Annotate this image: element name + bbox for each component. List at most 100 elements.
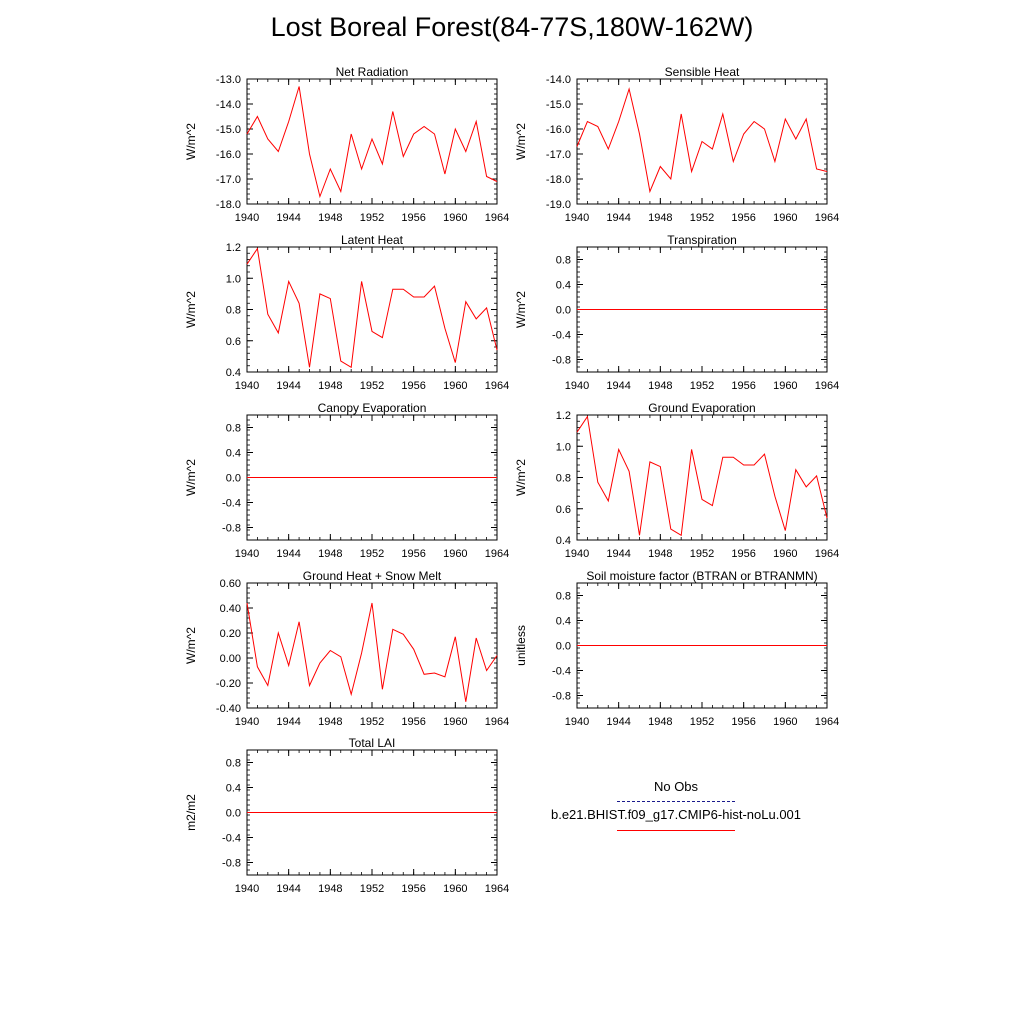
x-tick-label: 1960: [773, 380, 797, 392]
y-tick-label: 0.60: [220, 578, 241, 590]
x-tick-label: 1956: [731, 716, 755, 728]
panel-3: Transpiration 1940 1944 1948 1952 1956 1960 196…: [514, 233, 839, 392]
x-tick-label: 1940: [565, 716, 589, 728]
x-tick-label: 1948: [648, 380, 672, 392]
x-tick-label: 1948: [648, 716, 672, 728]
y-tick-label: -0.8: [222, 858, 241, 870]
panel-title: Net Radiation: [336, 65, 409, 79]
y-tick-label: -14.0: [216, 99, 241, 111]
x-tick-label: 1960: [443, 548, 467, 560]
x-tick-label: 1940: [565, 548, 589, 560]
series-line: [576, 415, 828, 537]
panel-5: Ground Evaporation 1940 1944 1948 1952 1956 19…: [514, 401, 839, 560]
series-line: [576, 87, 828, 194]
x-tick-label: 1944: [276, 883, 300, 895]
y-tick-label: 0.8: [226, 423, 241, 435]
y-tick-label: 1.0: [556, 441, 571, 453]
x-tick-label: 1964: [485, 212, 509, 224]
panel-2: Latent Heat 1940 1944 1948 1952 1956 1960 1964 0…: [184, 233, 509, 392]
panel-title: Transpiration: [667, 233, 737, 247]
x-tick-label: 1952: [690, 212, 714, 224]
x-tick-label: 1940: [235, 716, 259, 728]
plot-frame: [246, 582, 498, 709]
x-tick-label: 1956: [401, 716, 425, 728]
series-line: [246, 247, 498, 369]
y-tick-label: -18.0: [546, 174, 571, 186]
x-tick-label: 1956: [731, 380, 755, 392]
x-tick-label: 1944: [276, 716, 300, 728]
y-tick-label: -13.0: [216, 74, 241, 86]
y-tick-label: 1.0: [226, 273, 241, 285]
x-tick-label: 1948: [318, 716, 342, 728]
x-tick-label: 1952: [360, 548, 384, 560]
y-tick-label: -15.0: [216, 124, 241, 136]
x-tick-label: 1952: [360, 380, 384, 392]
y-tick-label: -0.8: [552, 355, 571, 367]
y-tick-label: 0.0: [556, 305, 571, 317]
y-tick-label: 0.4: [556, 616, 571, 628]
y-tick-label: 0.0: [556, 641, 571, 653]
y-tick-label: -14.0: [546, 74, 571, 86]
plot-frame: [576, 414, 828, 541]
panel-1: Sensible Heat 1940 1944 1948 1952 1956 1960 196…: [514, 65, 839, 224]
panel-title: Latent Heat: [341, 233, 404, 247]
x-tick-label: 1956: [731, 212, 755, 224]
y-tick-label: -16.0: [216, 149, 241, 161]
panel-title: Total LAI: [349, 736, 396, 750]
x-tick-label: 1960: [443, 716, 467, 728]
y-tick-label: 0.8: [226, 305, 241, 317]
panel-8: Total LAI 1940 1944 1948 1952 1956 1960 1964 -0.…: [184, 736, 509, 895]
x-tick-label: 1964: [815, 716, 839, 728]
y-tick-label: 0.8: [556, 255, 571, 267]
x-tick-label: 1940: [235, 212, 259, 224]
x-tick-label: 1960: [773, 548, 797, 560]
x-tick-label: 1944: [606, 380, 630, 392]
x-tick-label: 1948: [318, 548, 342, 560]
x-tick-label: 1964: [815, 212, 839, 224]
y-tick-label: 0.6: [226, 336, 241, 348]
y-tick-label: 0.4: [226, 783, 241, 795]
y-axis-label: W/m^2: [184, 123, 198, 160]
y-tick-label: 0.0: [226, 473, 241, 485]
plot-frame: [246, 246, 498, 373]
x-tick-label: 1944: [276, 548, 300, 560]
y-axis-label: W/m^2: [514, 459, 528, 496]
y-tick-label: -0.20: [216, 678, 241, 690]
x-tick-label: 1952: [360, 716, 384, 728]
x-tick-label: 1948: [318, 883, 342, 895]
y-tick-label: -0.4: [222, 498, 241, 510]
x-tick-label: 1948: [648, 548, 672, 560]
x-tick-label: 1944: [606, 548, 630, 560]
x-tick-label: 1964: [485, 548, 509, 560]
x-tick-label: 1964: [485, 883, 509, 895]
series-line: [246, 86, 498, 199]
x-tick-label: 1948: [318, 380, 342, 392]
x-tick-label: 1944: [276, 212, 300, 224]
x-tick-label: 1940: [235, 883, 259, 895]
panel-7: Soil moisture factor (BTRAN or BTRANMN) 1…: [514, 569, 839, 728]
x-tick-label: 1940: [565, 380, 589, 392]
y-tick-label: -17.0: [546, 149, 571, 161]
y-axis-label: unitless: [514, 625, 528, 666]
y-tick-label: -15.0: [546, 99, 571, 111]
x-tick-label: 1944: [606, 212, 630, 224]
y-axis-label: W/m^2: [514, 291, 528, 328]
x-tick-label: 1960: [773, 716, 797, 728]
y-tick-label: 0.8: [226, 758, 241, 770]
y-tick-label: -0.4: [552, 330, 571, 342]
x-tick-label: 1952: [360, 212, 384, 224]
y-tick-label: 0.40: [220, 603, 241, 615]
y-tick-label: 0.4: [556, 280, 571, 292]
x-tick-label: 1940: [235, 380, 259, 392]
y-tick-label: 0.0: [226, 808, 241, 820]
x-tick-label: 1956: [401, 883, 425, 895]
y-tick-label: -0.8: [552, 691, 571, 703]
x-tick-label: 1964: [485, 716, 509, 728]
y-axis-label: W/m^2: [184, 459, 198, 496]
y-axis-label: m2/m2: [184, 794, 198, 831]
x-tick-label: 1964: [815, 380, 839, 392]
x-tick-label: 1956: [731, 548, 755, 560]
y-tick-label: -0.40: [216, 703, 241, 715]
x-tick-label: 1948: [648, 212, 672, 224]
y-tick-label: -0.8: [222, 523, 241, 535]
